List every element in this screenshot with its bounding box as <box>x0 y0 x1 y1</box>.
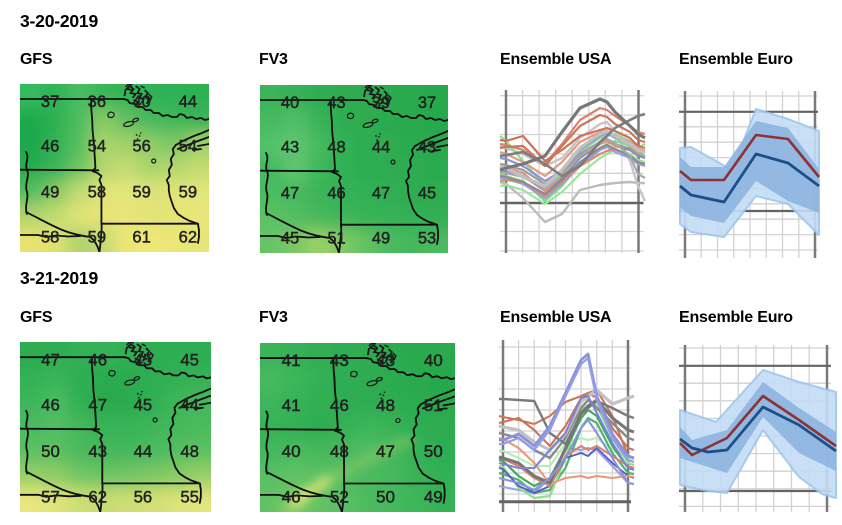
svg-text:47: 47 <box>41 350 60 369</box>
svg-text:58: 58 <box>41 228 59 247</box>
svg-text:46: 46 <box>327 185 345 203</box>
svg-text:47: 47 <box>88 395 107 414</box>
svg-text:45: 45 <box>281 230 299 248</box>
svg-text:46: 46 <box>330 396 349 415</box>
svg-text:37: 37 <box>41 92 59 111</box>
svg-text:49: 49 <box>41 183 59 202</box>
svg-text:45: 45 <box>134 350 153 369</box>
svg-text:43: 43 <box>327 94 345 112</box>
svg-text:56: 56 <box>134 487 153 506</box>
svg-text:44: 44 <box>180 395 199 414</box>
svg-text:45: 45 <box>134 395 153 414</box>
svg-text:49: 49 <box>372 230 390 248</box>
svg-text:40: 40 <box>132 92 150 111</box>
svg-text:40: 40 <box>424 351 443 370</box>
svg-text:37: 37 <box>418 94 436 112</box>
svg-text:54: 54 <box>88 137 106 156</box>
svg-text:48: 48 <box>327 139 345 157</box>
svg-text:48: 48 <box>330 442 349 461</box>
svg-text:61: 61 <box>132 228 150 247</box>
svg-text:40: 40 <box>281 94 299 112</box>
svg-text:59: 59 <box>88 228 106 247</box>
svg-text:47: 47 <box>372 185 390 203</box>
svg-text:43: 43 <box>376 351 395 370</box>
svg-text:36: 36 <box>88 92 106 111</box>
svg-text:47: 47 <box>376 442 395 461</box>
svg-text:44: 44 <box>372 139 390 157</box>
svg-text:62: 62 <box>179 228 197 247</box>
svg-text:46: 46 <box>41 395 60 414</box>
svg-text:54: 54 <box>179 137 197 156</box>
svg-text:58: 58 <box>88 183 106 202</box>
svg-text:46: 46 <box>41 137 59 156</box>
svg-text:51: 51 <box>327 230 345 248</box>
svg-text:48: 48 <box>376 396 395 415</box>
svg-text:47: 47 <box>281 185 299 203</box>
svg-text:50: 50 <box>376 488 395 507</box>
svg-text:43: 43 <box>88 442 107 461</box>
svg-text:43: 43 <box>281 139 299 157</box>
svg-text:43: 43 <box>330 351 349 370</box>
svg-text:45: 45 <box>418 185 436 203</box>
svg-text:53: 53 <box>418 230 436 248</box>
svg-text:56: 56 <box>132 137 150 156</box>
svg-text:55: 55 <box>180 487 199 506</box>
svg-text:59: 59 <box>132 183 150 202</box>
svg-text:57: 57 <box>41 487 60 506</box>
svg-text:52: 52 <box>330 488 349 507</box>
svg-text:41: 41 <box>282 351 301 370</box>
svg-text:49: 49 <box>424 488 443 507</box>
svg-text:50: 50 <box>41 442 60 461</box>
svg-text:43: 43 <box>418 139 436 157</box>
svg-text:59: 59 <box>179 183 197 202</box>
svg-text:62: 62 <box>88 487 107 506</box>
svg-text:40: 40 <box>282 442 301 461</box>
svg-text:46: 46 <box>88 350 107 369</box>
svg-text:45: 45 <box>180 350 199 369</box>
svg-text:46: 46 <box>282 488 301 507</box>
svg-text:39: 39 <box>372 94 390 112</box>
svg-text:48: 48 <box>180 442 199 461</box>
svg-text:41: 41 <box>282 396 301 415</box>
svg-text:50: 50 <box>424 442 443 461</box>
svg-text:51: 51 <box>424 396 443 415</box>
svg-text:44: 44 <box>179 92 197 111</box>
svg-text:44: 44 <box>134 442 153 461</box>
